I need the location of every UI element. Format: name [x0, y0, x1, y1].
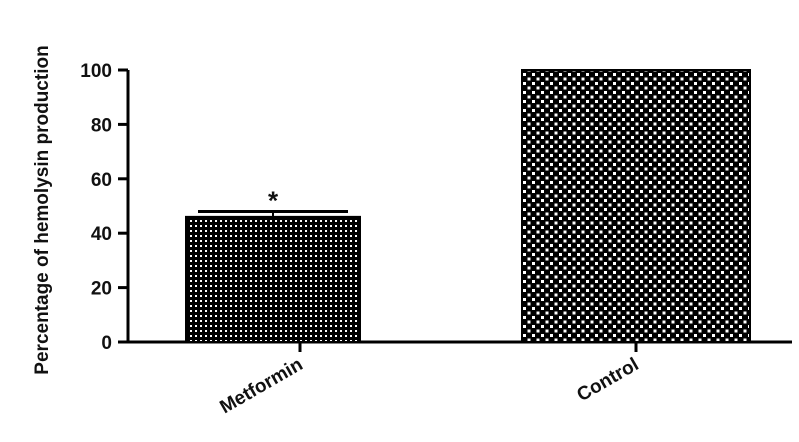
bar-metformin: [185, 215, 361, 344]
y-axis-title: Percentage of hemolysin production: [32, 45, 53, 374]
y-tick-label-20: 20: [91, 279, 112, 300]
significance-marker: *: [268, 185, 279, 215]
bar-control: [521, 69, 751, 343]
x-tick-label-control: Control: [574, 354, 643, 406]
y-tick-label-100: 100: [80, 61, 112, 82]
y-tick-label-80: 80: [91, 115, 112, 136]
y-tick-label-0: 0: [101, 333, 112, 354]
plot-area: 0 20 40 60 80 100 * Metformin Control: [80, 61, 792, 418]
y-tick-label-60: 60: [91, 170, 112, 191]
y-tick-label-40: 40: [91, 224, 112, 245]
x-tick-label-metformin: Metformin: [216, 354, 306, 418]
